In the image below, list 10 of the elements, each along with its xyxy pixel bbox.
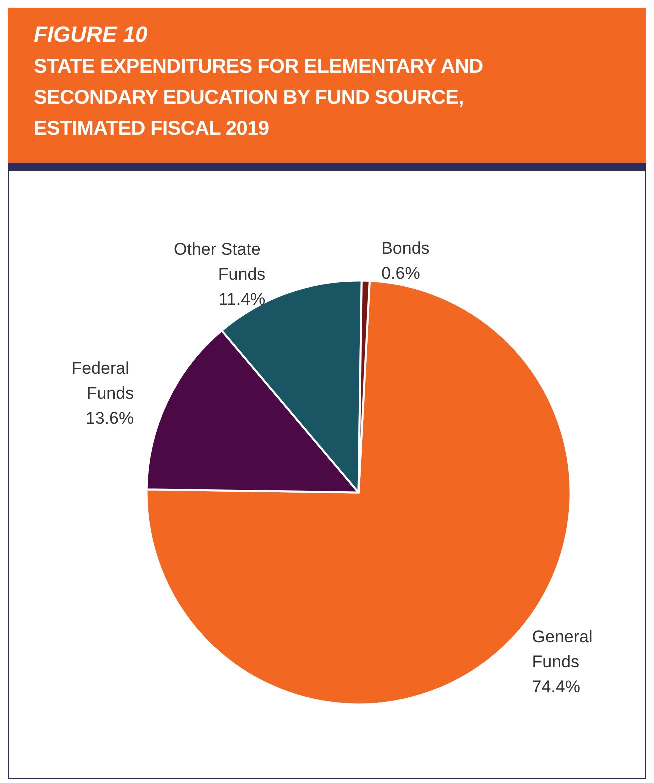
data-label: 13.6% — [86, 408, 134, 428]
slice-label: General Funds — [532, 628, 598, 672]
chart-title: FIGURE 10 — [34, 22, 149, 48]
slice-label: Federal Funds — [72, 358, 134, 403]
data-label: 11.4% — [218, 290, 266, 309]
data-label: 0.6% — [382, 264, 420, 283]
chart-subtitle: STATE EXPENDITURES FOR ELEMENTARY AND SECONDARY EDUCATION BY FUND SOURCE, ESTIMATED FISCAL 2019 — [34, 55, 484, 142]
data-label: 74.4% — [532, 678, 580, 697]
slice-label: Other State Funds — [174, 240, 266, 284]
slice-label: Bonds — [382, 238, 430, 258]
